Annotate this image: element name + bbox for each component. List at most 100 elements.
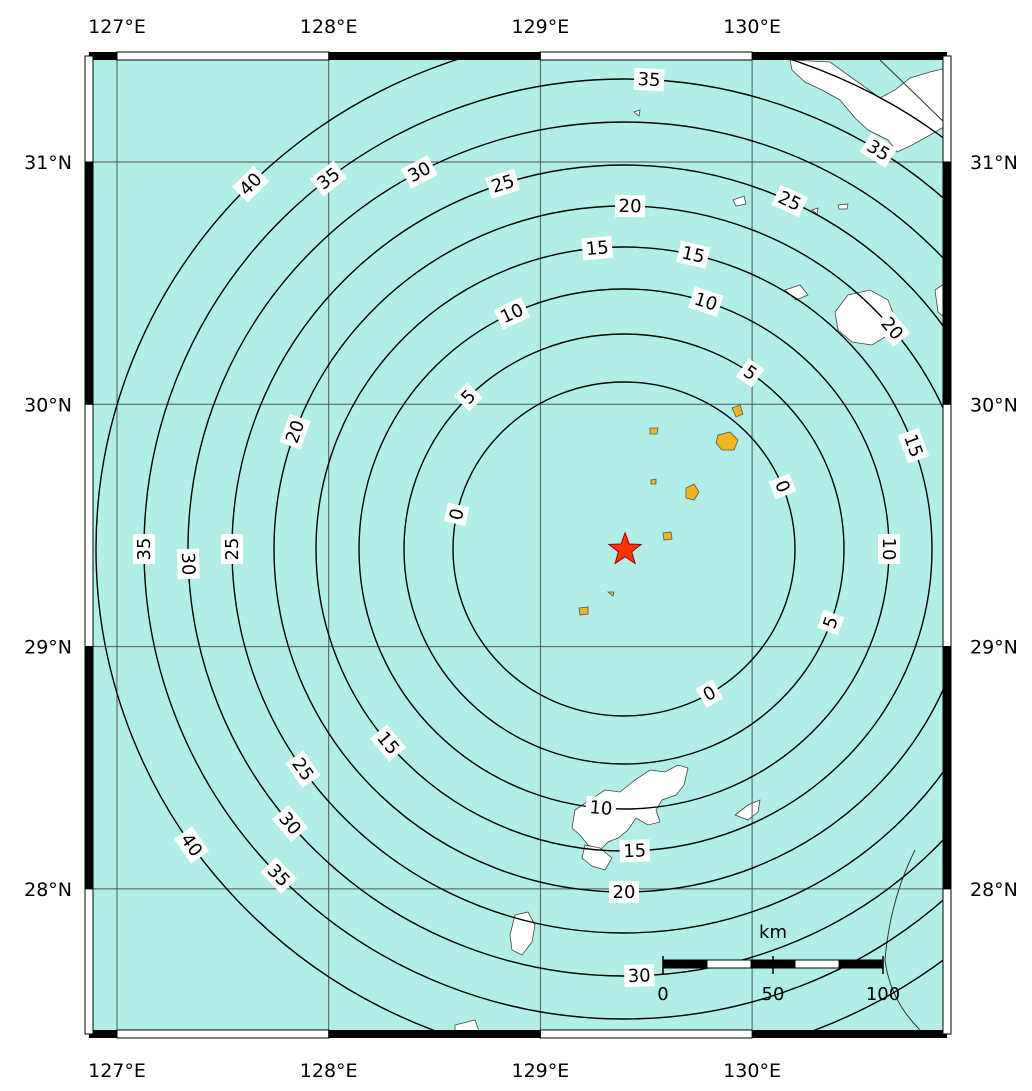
axis-labels: 127°E 127°E 128°E 128°E 129°E 129°E 130°E 130°E… xyxy=(24,16,1018,1082)
lon-tick-label-top: 128°E xyxy=(300,16,358,38)
lon-tick-label-bottom: 129°E xyxy=(512,1060,570,1082)
frame-bar-left xyxy=(84,646,94,890)
contour-label-bg xyxy=(688,286,724,317)
lat-tick-label-right: 30°N xyxy=(970,394,1018,416)
lon-tick-label-bottom: 127°E xyxy=(88,1060,146,1082)
contour-label-bg xyxy=(619,839,651,863)
contour-label: 35 xyxy=(633,67,665,92)
scale-bar-segment xyxy=(794,959,840,969)
island-tokara-2 xyxy=(731,404,744,418)
contour-label: 5 xyxy=(817,609,845,636)
contour-label-text: 35 xyxy=(637,69,661,91)
lon-tick-label-top: 129°E xyxy=(512,16,570,38)
contour-label: 20 xyxy=(609,881,639,903)
contour-label: 10 xyxy=(584,795,617,821)
island-small-3 xyxy=(837,203,849,210)
scale-bar-tick-label: 0 xyxy=(657,984,668,1005)
lat-tick-label-right: 29°N xyxy=(970,637,1018,659)
lat-tick-label-left: 28°N xyxy=(24,879,72,901)
lat-tick-label-left: 31°N xyxy=(24,152,72,174)
frame-bar-bottom xyxy=(116,1029,330,1039)
contour-label: 25 xyxy=(221,534,243,564)
scale-bar-segment xyxy=(662,959,708,969)
frame-bar-top xyxy=(89,52,117,60)
frame-bar-right xyxy=(942,646,952,890)
contour-label-bg xyxy=(676,240,711,269)
island-kikai xyxy=(734,799,761,821)
contour-label-bg xyxy=(285,750,321,788)
contour-label-text: 30 xyxy=(627,965,651,987)
contour-label-text: 15 xyxy=(585,237,610,260)
island-small-4 xyxy=(633,109,641,117)
frame-bar-left xyxy=(84,161,94,405)
island-kakeroma xyxy=(581,844,613,871)
contour-label-text: 10 xyxy=(589,797,614,820)
contour-label-bg xyxy=(623,964,655,988)
contour-label: 15 xyxy=(676,240,711,269)
contour-label-bg xyxy=(859,133,897,168)
contour-label-bg xyxy=(485,168,521,199)
contour-label-bg xyxy=(453,382,483,412)
frame-bar-right xyxy=(942,403,952,648)
frame-bar-left xyxy=(84,55,94,163)
contour-label-bg xyxy=(279,413,311,450)
lat-tick-label-left: 29°N xyxy=(24,637,72,659)
frame-bar-right xyxy=(942,55,952,163)
contour-label-bg xyxy=(133,534,155,564)
contour-label-text: 15 xyxy=(623,840,647,862)
island-tokara-4 xyxy=(649,427,659,435)
contour-label: 0 xyxy=(443,502,470,526)
boundary-line-south xyxy=(884,849,921,1031)
contour-label-text: 15 xyxy=(680,242,707,268)
contour-label-bg xyxy=(493,297,531,330)
contour-label: 25 xyxy=(485,168,521,199)
contour-label-text: 0 xyxy=(446,507,469,523)
contour-label-bg xyxy=(443,502,470,526)
contour-label-bg xyxy=(695,679,724,708)
contour-label-bg xyxy=(768,473,797,500)
frame-bar-right xyxy=(942,888,952,1035)
contour-label-bg xyxy=(176,548,200,580)
contour-line xyxy=(95,56,947,1034)
contour-line xyxy=(403,333,845,765)
lat-tick-label-right: 28°N xyxy=(970,879,1018,901)
island-tokunoshima xyxy=(509,911,536,956)
contour-label-bg xyxy=(633,67,665,92)
contour-label-bg xyxy=(309,160,348,197)
scale-bar-tick-label: 100 xyxy=(866,984,900,1005)
contour-label: 5 xyxy=(736,358,765,388)
star-icon xyxy=(607,531,643,565)
contour-label: 20 xyxy=(614,194,646,218)
frame-bar-left xyxy=(84,888,94,1035)
scale-bar: km 0 50 100 xyxy=(657,922,900,1005)
lon-tick-label-top: 130°E xyxy=(723,16,781,38)
contour-label: 15 xyxy=(581,235,614,261)
contour-label-bg xyxy=(232,165,269,203)
contour-label-bg xyxy=(609,881,639,903)
contour-label: 35 xyxy=(133,534,155,564)
contour-label: 30 xyxy=(176,548,200,580)
contour-label-text: 30 xyxy=(177,552,199,576)
contour-label-text: 25 xyxy=(222,538,243,561)
contour-label-text: 20 xyxy=(618,196,641,217)
lon-tick-label-bottom: 130°E xyxy=(723,1060,781,1082)
island-tokara-1 xyxy=(715,431,739,451)
scale-bar-segment xyxy=(706,959,752,969)
boundary-line xyxy=(879,59,947,126)
contour-label-bg xyxy=(260,857,298,894)
contour-label-bg xyxy=(581,235,614,261)
contour-label-bg xyxy=(221,534,243,564)
contour-label-bg xyxy=(771,184,808,218)
contour-label-bg xyxy=(370,724,407,762)
contour-label-text: 20 xyxy=(613,882,636,903)
scale-bar-tick-label: 50 xyxy=(762,984,785,1005)
frame-bar-top xyxy=(328,52,541,60)
contour-label-bg xyxy=(736,358,765,388)
island-northeast xyxy=(789,59,947,153)
contour-label-bg xyxy=(897,427,929,464)
lat-tick-label-left: 30°N xyxy=(24,394,72,416)
contour-label-text: 10 xyxy=(878,538,899,561)
lat-tick-label-right: 31°N xyxy=(970,152,1018,174)
island-tokara-5 xyxy=(650,478,657,485)
